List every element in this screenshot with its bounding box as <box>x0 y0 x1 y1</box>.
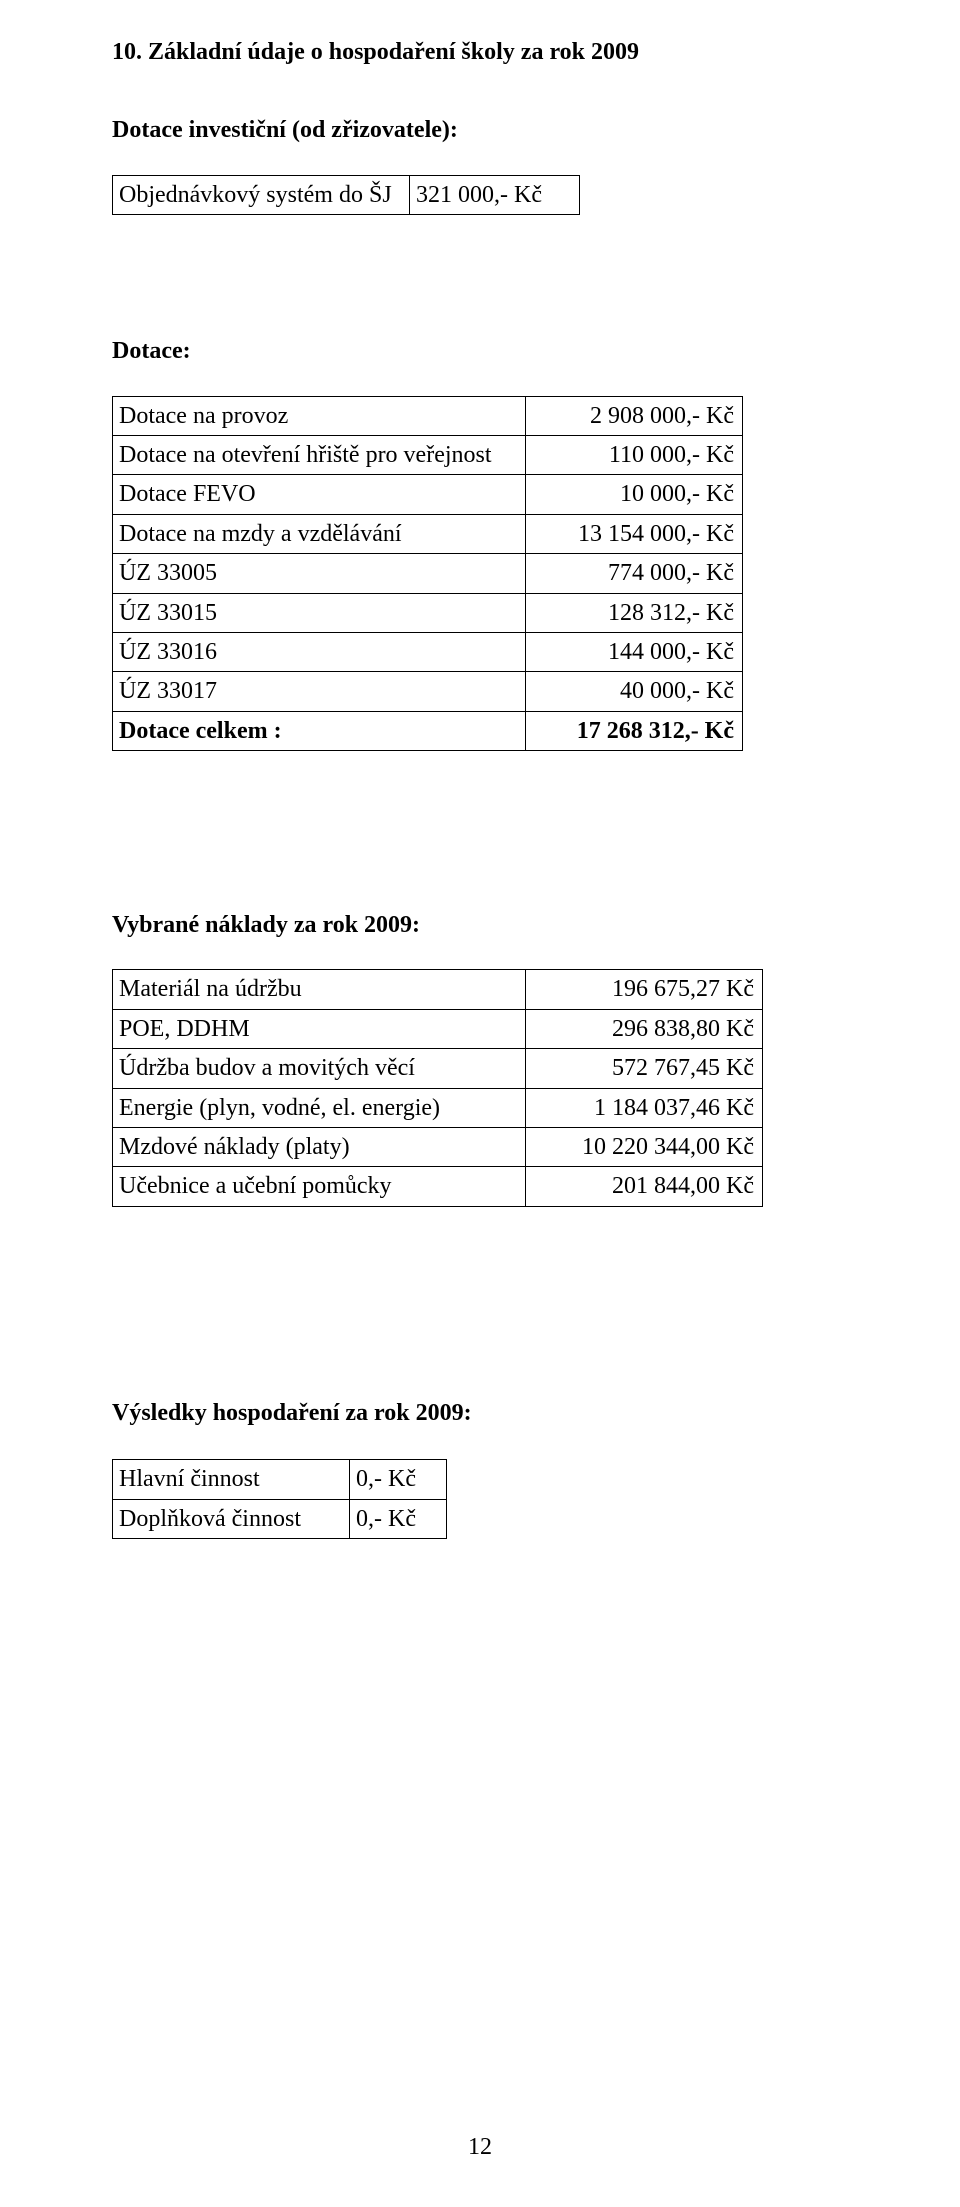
table-row: Dotace celkem :17 268 312,- Kč <box>113 711 743 750</box>
table-row: POE, DDHM296 838,80 Kč <box>113 1009 763 1048</box>
cell-value: 40 000,- Kč <box>526 672 743 711</box>
cell-value: 1 184 037,46 Kč <box>526 1088 763 1127</box>
table-naklady: Materiál na údržbu196 675,27 KčPOE, DDHM… <box>112 969 763 1206</box>
cell-label: Údržba budov a movitých věcí <box>113 1049 526 1088</box>
cell-label: ÚZ 33005 <box>113 554 526 593</box>
cell-value: 110 000,- Kč <box>526 435 743 474</box>
cell-value: 13 154 000,- Kč <box>526 514 743 553</box>
cell-value: 10 220 344,00 Kč <box>526 1128 763 1167</box>
cell-label: Mzdové náklady (platy) <box>113 1128 526 1167</box>
section-4-heading: Výsledky hospodaření za rok 2009: <box>112 1397 860 1429</box>
cell-label: Materiál na údržbu <box>113 970 526 1009</box>
table-dotace: Dotace na provoz2 908 000,- KčDotace na … <box>112 396 743 752</box>
page: 10. Základní údaje o hospodaření školy z… <box>0 0 960 2207</box>
cell-label: Dotace na provoz <box>113 396 526 435</box>
table-row: Objednávkový systém do ŠJ 321 000,- Kč <box>113 175 580 214</box>
cell-value: 2 908 000,- Kč <box>526 396 743 435</box>
page-title: 10. Základní údaje o hospodaření školy z… <box>112 36 860 68</box>
table-vysledky: Hlavní činnost0,- KčDoplňková činnost0,-… <box>112 1459 447 1539</box>
cell-label: Objednávkový systém do ŠJ <box>113 175 410 214</box>
table-row: ÚZ 33016144 000,- Kč <box>113 632 743 671</box>
cell-label: Učebnice a učební pomůcky <box>113 1167 526 1206</box>
cell-label: ÚZ 33015 <box>113 593 526 632</box>
cell-value: 201 844,00 Kč <box>526 1167 763 1206</box>
table-investment: Objednávkový systém do ŠJ 321 000,- Kč <box>112 175 580 215</box>
table-row: Energie (plyn, vodné, el. energie)1 184 … <box>113 1088 763 1127</box>
cell-value: 128 312,- Kč <box>526 593 743 632</box>
cell-value: 296 838,80 Kč <box>526 1009 763 1048</box>
section-3-heading: Vybrané náklady za rok 2009: <box>112 909 860 941</box>
cell-value: 572 767,45 Kč <box>526 1049 763 1088</box>
cell-value: 17 268 312,- Kč <box>526 711 743 750</box>
cell-label: Dotace celkem : <box>113 711 526 750</box>
cell-value: 196 675,27 Kč <box>526 970 763 1009</box>
cell-value: 0,- Kč <box>350 1499 447 1538</box>
section-2-heading: Dotace: <box>112 335 860 367</box>
cell-label: Doplňková činnost <box>113 1499 350 1538</box>
table-row: Hlavní činnost0,- Kč <box>113 1460 447 1499</box>
table-row: Dotace FEVO10 000,- Kč <box>113 475 743 514</box>
cell-label: Energie (plyn, vodné, el. energie) <box>113 1088 526 1127</box>
cell-label: Dotace na mzdy a vzdělávání <box>113 514 526 553</box>
table-row: Údržba budov a movitých věcí572 767,45 K… <box>113 1049 763 1088</box>
cell-label: Dotace na otevření hřiště pro veřejnost <box>113 435 526 474</box>
cell-value: 0,- Kč <box>350 1460 447 1499</box>
page-number: 12 <box>0 2131 960 2163</box>
table-row: Dotace na mzdy a vzdělávání13 154 000,- … <box>113 514 743 553</box>
table-row: Mzdové náklady (platy)10 220 344,00 Kč <box>113 1128 763 1167</box>
table-row: Dotace na provoz2 908 000,- Kč <box>113 396 743 435</box>
table-row: ÚZ 33005774 000,- Kč <box>113 554 743 593</box>
cell-value: 774 000,- Kč <box>526 554 743 593</box>
cell-label: ÚZ 33017 <box>113 672 526 711</box>
table-row: Materiál na údržbu196 675,27 Kč <box>113 970 763 1009</box>
table-row: ÚZ 3301740 000,- Kč <box>113 672 743 711</box>
cell-label: Dotace FEVO <box>113 475 526 514</box>
cell-value: 10 000,- Kč <box>526 475 743 514</box>
table-row: Doplňková činnost0,- Kč <box>113 1499 447 1538</box>
cell-label: Hlavní činnost <box>113 1460 350 1499</box>
table-row: ÚZ 33015128 312,- Kč <box>113 593 743 632</box>
table-row: Učebnice a učební pomůcky201 844,00 Kč <box>113 1167 763 1206</box>
cell-value: 321 000,- Kč <box>410 175 580 214</box>
cell-value: 144 000,- Kč <box>526 632 743 671</box>
table-row: Dotace na otevření hřiště pro veřejnost1… <box>113 435 743 474</box>
cell-label: POE, DDHM <box>113 1009 526 1048</box>
cell-label: ÚZ 33016 <box>113 632 526 671</box>
section-1-heading: Dotace investiční (od zřizovatele): <box>112 114 860 146</box>
